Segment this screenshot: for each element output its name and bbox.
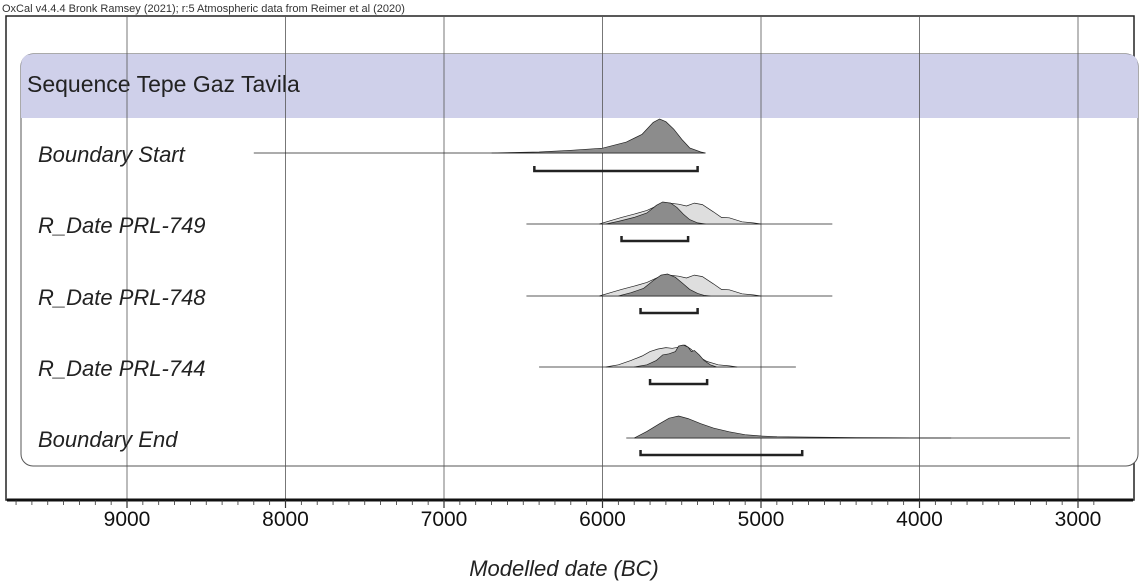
row-label: R_Date PRL-744 (38, 356, 206, 381)
x-tick-label-4000: 4000 (896, 508, 943, 531)
x-tick-label-7000: 7000 (421, 508, 468, 531)
sequence-band (21, 54, 1138, 118)
row-r-date-prl-748: R_Date PRL-748 (38, 273, 833, 315)
row-r-date-prl-749: R_Date PRL-749 (38, 201, 833, 243)
row-boundary-end: Boundary End (38, 415, 1071, 457)
posterior-distribution (605, 201, 706, 225)
hpd-range-bracket (533, 166, 699, 173)
x-axis-label: Modelled date (BC) (469, 556, 659, 581)
hpd-range-bracket (639, 450, 804, 457)
hpd-range-bracket (639, 308, 699, 315)
header-text: OxCal v4.4.4 Bronk Ramsey (2021); r:5 At… (2, 3, 405, 15)
hpd-range-bracket (620, 236, 690, 243)
posterior-distribution (618, 273, 711, 297)
x-tick-label-3000: 3000 (1055, 508, 1102, 531)
row-label: R_Date PRL-749 (38, 213, 206, 238)
x-tick-label-6000: 6000 (579, 508, 626, 531)
posterior-distribution (491, 118, 706, 154)
row-label: R_Date PRL-748 (38, 285, 206, 310)
sequence-label: Sequence Tepe Gaz Tavila (27, 71, 300, 97)
x-tick-label-5000: 5000 (738, 508, 785, 531)
row-boundary-start: Boundary Start (38, 118, 706, 173)
posterior-distribution (634, 415, 952, 439)
x-tick-label-8000: 8000 (262, 508, 309, 531)
hpd-range-bracket (648, 379, 709, 386)
posterior-distribution (634, 344, 717, 368)
row-r-date-prl-744: R_Date PRL-744 (38, 344, 796, 386)
x-tick-label-9000: 9000 (104, 508, 151, 531)
row-label: Boundary Start (38, 142, 186, 167)
row-label: Boundary End (38, 427, 178, 452)
